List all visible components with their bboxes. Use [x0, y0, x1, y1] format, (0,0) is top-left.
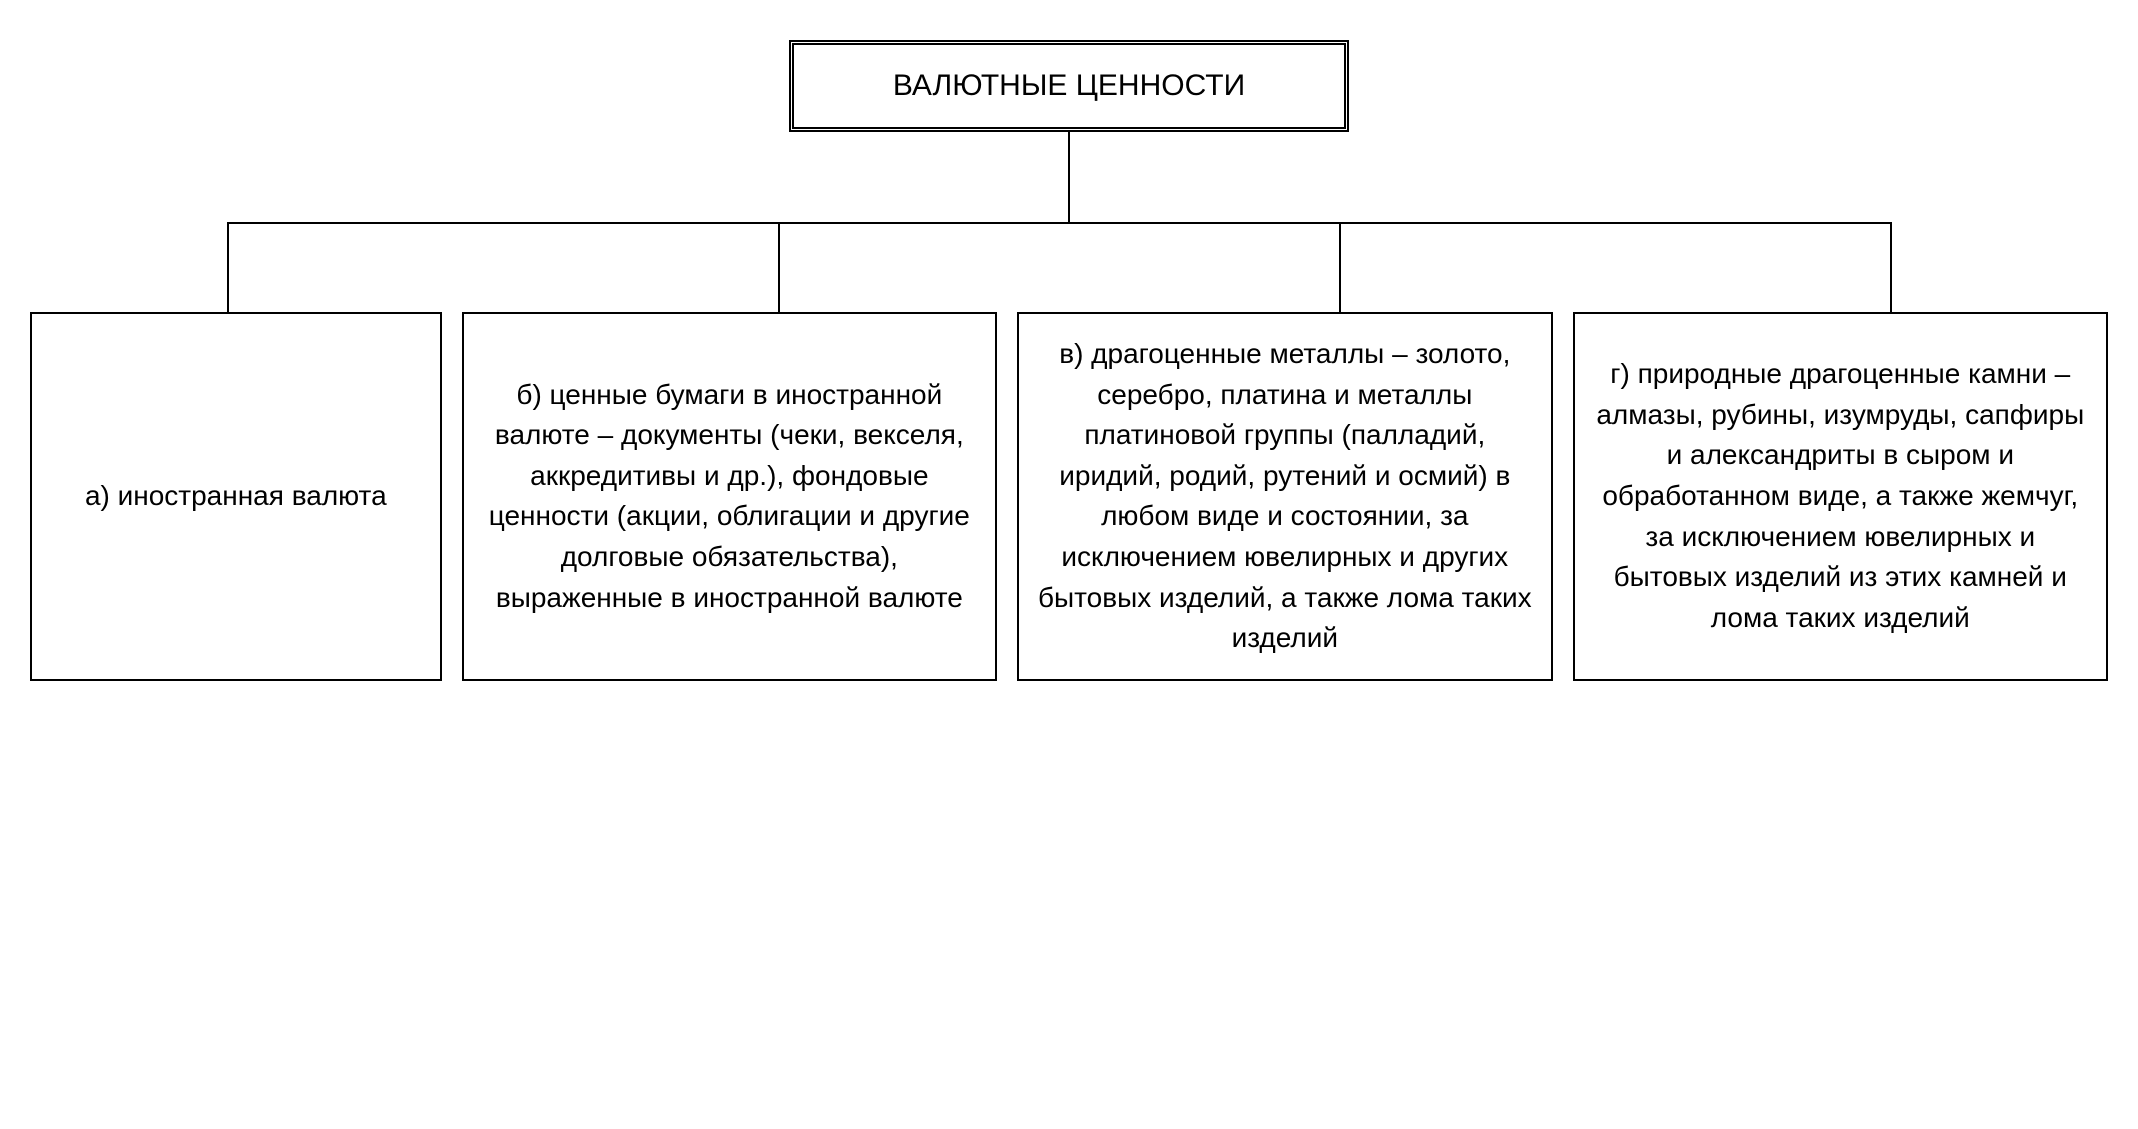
- child-node-a: а) иностранная валюта: [30, 312, 442, 681]
- child-label-d: г) природные драгоценные камни – алмазы,…: [1593, 354, 2088, 638]
- children-row: а) иностранная валюта б) ценные бумаги в…: [30, 312, 2108, 681]
- root-label: ВАЛЮТНЫЕ ЦЕННОСТИ: [893, 69, 1245, 102]
- child-node-b: б) ценные бумаги в иностранной валюте – …: [462, 312, 997, 681]
- connector-hline: [227, 222, 1889, 224]
- child-label-c: в) драгоценные металлы – золото, серебро…: [1037, 334, 1532, 659]
- child-label-b: б) ценные бумаги в иностранной валюте – …: [482, 375, 977, 619]
- child-label-a: а) иностранная валюта: [85, 476, 387, 517]
- connector-root-vline: [1068, 132, 1070, 222]
- root-node: ВАЛЮТНЫЕ ЦЕННОСТИ: [789, 40, 1349, 132]
- connector-vline-a: [227, 222, 229, 312]
- connector-vline-d: [1890, 222, 1892, 312]
- child-node-d: г) природные драгоценные камни – алмазы,…: [1573, 312, 2108, 681]
- child-node-c: в) драгоценные металлы – золото, серебро…: [1017, 312, 1552, 681]
- connector-vline-c: [1339, 222, 1341, 312]
- connector-vline-b: [778, 222, 780, 312]
- tree-diagram: ВАЛЮТНЫЕ ЦЕННОСТИ а) иностранная валюта …: [30, 40, 2108, 681]
- connector-area: [30, 132, 2108, 312]
